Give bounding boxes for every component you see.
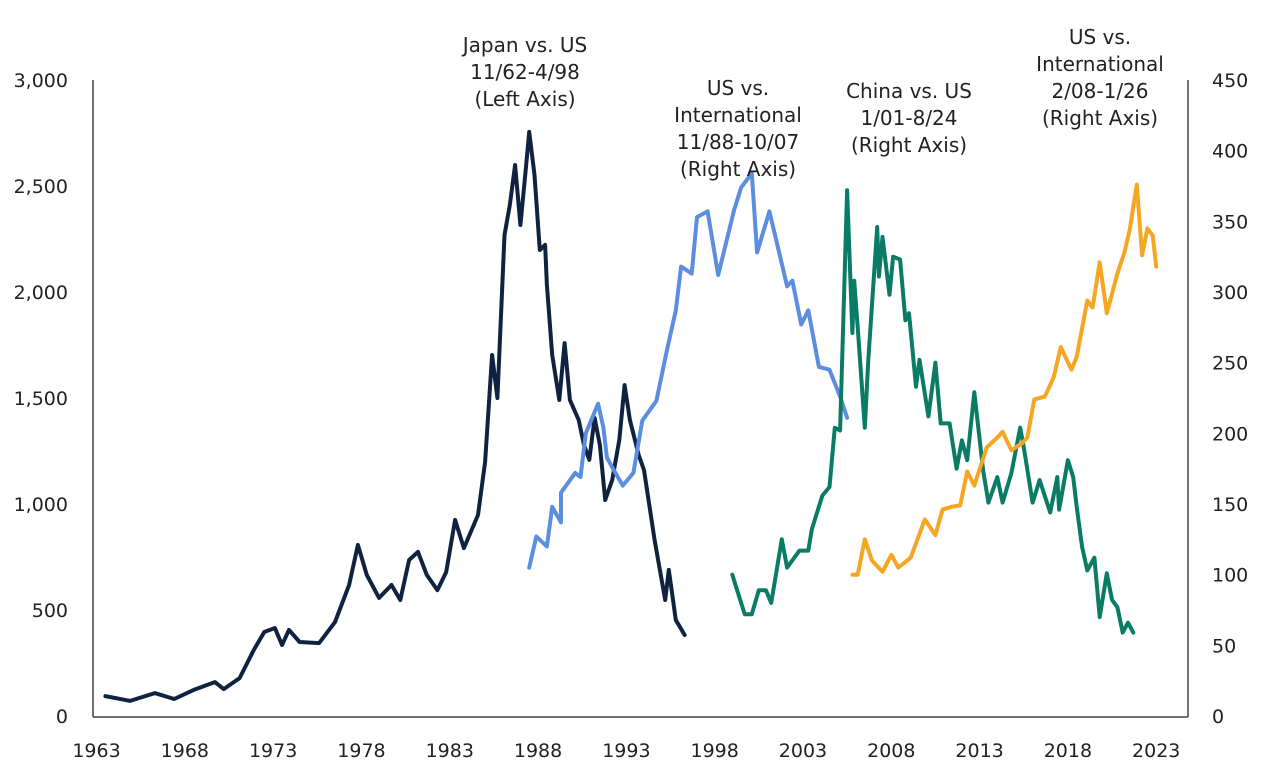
annotation-line: (Right Axis) [680,157,796,181]
x-tick-label: 2023 [1132,740,1180,762]
x-tick-label: 1968 [161,740,209,762]
x-tick-label: 1993 [602,740,650,762]
y-left-tick-label: 1,500 [14,388,68,410]
annotation-line: 1/01-8/24 [860,106,957,130]
y-right-tick-label: 400 [1212,141,1248,163]
x-tick-label: 2003 [779,740,827,762]
annotation-line: 11/88-10/07 [677,130,800,154]
annotation-line: (Right Axis) [851,133,967,157]
x-tick-label: 1988 [514,740,562,762]
y-right-tick-label: 250 [1212,353,1248,375]
x-tick-label: 1998 [690,740,738,762]
annotation-line: 11/62-4/98 [470,60,580,84]
annotation-line: Japan vs. US [461,33,587,57]
x-tick-label: 1978 [337,740,385,762]
y-left-tick-label: 0 [56,706,68,728]
annotation-line: US vs. [707,76,769,100]
x-tick-label: 1983 [426,740,474,762]
series-line-3 [850,182,1159,577]
x-tick-label: 1963 [72,740,120,762]
y-right-tick-label: 200 [1212,423,1248,445]
annotation-line: 2/08-1/26 [1051,79,1148,103]
y-right-tick-label: 50 [1212,635,1236,657]
x-tick-label: 2008 [867,740,915,762]
y-right-tick-label: 450 [1212,70,1248,92]
annotation-line: International [674,103,802,127]
series-annotation: US vs. International 2/08-1/26 (Right Axis) [1036,25,1164,130]
annotation-line: US vs. [1069,25,1131,49]
y-right-tick-label: 150 [1212,494,1248,516]
y-right-tick-label: 350 [1212,211,1248,233]
annotation-line: (Left Axis) [474,87,575,111]
x-tick-label: 2018 [1044,740,1092,762]
y-left-tick-label: 500 [32,600,68,622]
annotation-line: International [1036,52,1164,76]
y-right-tick-label: 300 [1212,282,1248,304]
y-right-tick-label: 100 [1212,565,1248,587]
series-line-2 [730,188,1136,635]
y-left-tick-label: 1,000 [14,494,68,516]
series-line-1 [527,171,850,570]
x-tick-label: 2013 [955,740,1003,762]
series-line-0 [103,129,687,703]
annotation-line: China vs. US [846,79,972,103]
series-annotation: Japan vs. US 11/62-4/98 (Left Axis) [461,33,587,111]
y-left-tick-label: 2,500 [14,176,68,198]
annotation-line: (Right Axis) [1042,106,1158,130]
y-left-tick-label: 3,000 [14,70,68,92]
x-tick-label: 1973 [249,740,297,762]
y-left-tick-label: 2,000 [14,282,68,304]
y-right-tick-label: 0 [1212,706,1224,728]
series-annotation: US vs. International 11/88-10/07 (Right Axi… [674,76,802,181]
series-annotation: China vs. US 1/01-8/24 (Right Axis) [846,79,972,157]
